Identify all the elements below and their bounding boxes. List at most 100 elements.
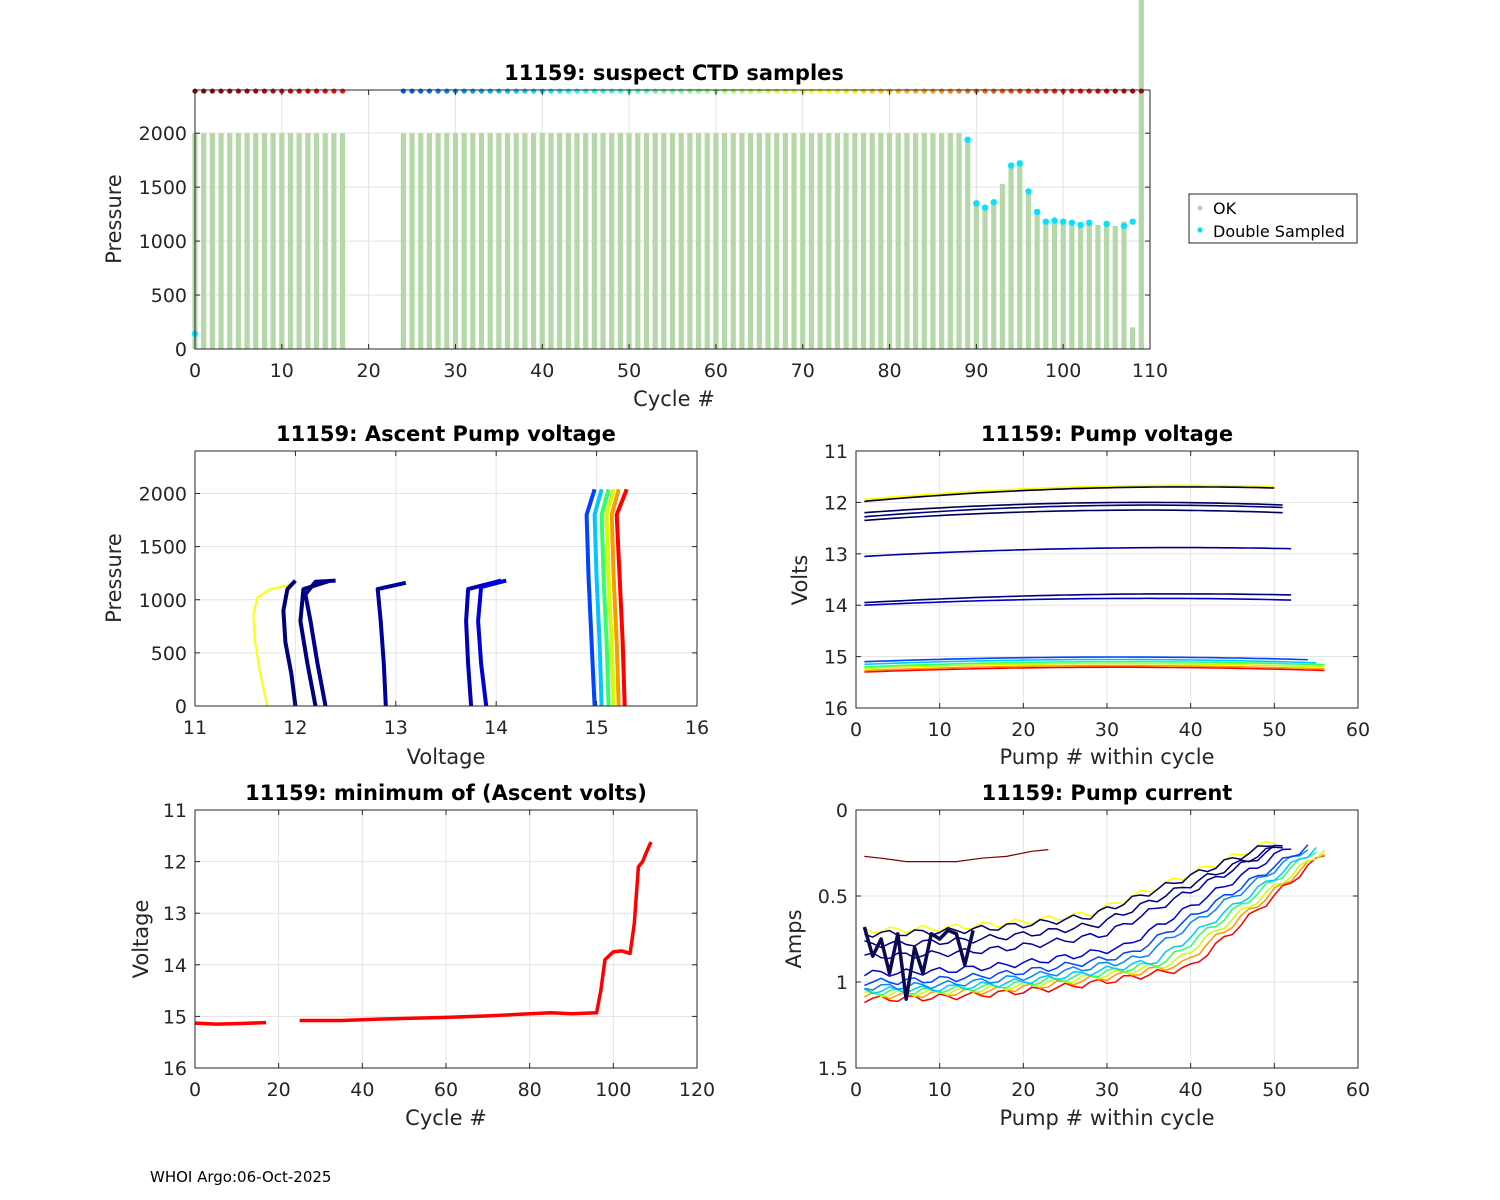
panel-suspect-ctd: 0 10 20 30 40 50 60 70 80 90 100 110 0 500 1000 1500 200… (102, 0, 1358, 411)
cycle-color-marker (522, 88, 528, 94)
p4-xtick-label: 60 (434, 1079, 458, 1101)
pump-current-series (864, 846, 1283, 949)
min-volts-line (299, 841, 653, 1023)
p1-xtick-label: 40 (530, 360, 554, 382)
legend-ok-label: OK (1213, 199, 1237, 218)
p2-ylabel: Pressure (102, 533, 126, 623)
cycle-color-marker (227, 88, 233, 94)
double-sampled-point (1016, 160, 1023, 167)
cycle-color-marker (860, 88, 867, 94)
p1-xtick-label: 60 (704, 360, 728, 382)
cycle-color-marker (817, 88, 823, 94)
cycle-color-marker (1103, 88, 1110, 94)
cycle-color-marker (895, 88, 901, 94)
cycle-color-marker (557, 88, 563, 94)
cycle-color-marker (834, 88, 841, 94)
p5-ylabel: Amps (782, 909, 806, 968)
pump-current-series (864, 849, 1326, 998)
p3-xtick-label: 60 (1346, 719, 1370, 741)
cycle-color-marker (591, 88, 597, 94)
footer-credit: WHOI Argo:06-Oct-2025 (150, 1168, 331, 1186)
pump-current-series (864, 844, 1283, 960)
p3-xtick-label: 40 (1179, 719, 1203, 741)
double-sampled-point (1103, 220, 1110, 228)
p3-xtick-label: 0 (850, 719, 862, 741)
p3-plot-area (864, 484, 1325, 673)
double-sampled-point (964, 136, 971, 143)
cycle-color-marker (1025, 88, 1032, 94)
double-sampled-point (1059, 218, 1067, 225)
cycle-color-marker (261, 88, 268, 94)
cycle-color-marker (565, 88, 571, 94)
pump-voltage-series (864, 546, 1292, 558)
pump-voltage-series (864, 656, 1308, 663)
pump-voltage-series (864, 486, 1275, 503)
cycle-color-marker (1017, 88, 1023, 94)
cycle-color-marker (869, 88, 875, 94)
p1-axes-frame (194, 89, 1151, 350)
p5-xtick-label: 40 (1179, 1079, 1203, 1101)
p1-ylabel: Pressure (102, 174, 126, 264)
p5-ytick-label: 0.5 (818, 886, 848, 908)
cycle-color-marker (669, 88, 676, 94)
p1-title: 11159: suspect CTD samples (504, 61, 844, 85)
cycle-color-marker (1121, 88, 1127, 94)
cycle-color-marker (218, 88, 224, 94)
p2-ticks: 11 12 13 14 15 16 0 500 1000 1500 2000 (139, 451, 709, 739)
p1-plot-area (191, 0, 1144, 349)
cycle-color-marker (999, 88, 1006, 94)
p2-xtick-label: 16 (685, 717, 709, 739)
p2-xlabel: Voltage (407, 745, 486, 769)
cycle-color-marker (1008, 88, 1014, 94)
cycle-color-marker (852, 88, 858, 94)
cycle-color-marker (513, 88, 519, 94)
p5-xtick-label: 0 (850, 1079, 862, 1101)
p1-xtick-label: 90 (964, 360, 988, 382)
p4-ytick-label: 11 (163, 800, 187, 822)
p4-xtick-label: 0 (189, 1079, 201, 1101)
pump-voltage-series (864, 593, 1292, 604)
cycle-color-marker (635, 88, 641, 94)
cycle-color-marker (313, 88, 320, 94)
p1-ytick-label: 0 (175, 339, 187, 361)
p3-ticks: 0 10 20 30 40 50 60 11 12 13 14 15 16 (824, 441, 1370, 741)
legend-box (1188, 193, 1358, 244)
double-sampled-point (973, 200, 980, 207)
p2-plot-area (252, 488, 629, 707)
double-sampled-point (1120, 222, 1128, 230)
pump-voltage-series (864, 597, 1292, 606)
pump-current-series (864, 849, 1309, 991)
p5-xtick-label: 60 (1346, 1079, 1370, 1101)
p4-ytick-label: 12 (163, 852, 187, 874)
p3-xtick-label: 20 (1011, 719, 1035, 741)
p4-xtick-label: 80 (518, 1079, 542, 1101)
cycle-color-marker (322, 88, 328, 94)
p4-ytick-label: 14 (163, 955, 187, 977)
double-sampled-point (1086, 219, 1093, 226)
cycle-color-marker (548, 88, 554, 94)
cycle-color-marker (1086, 88, 1092, 94)
pump-voltage-series (864, 509, 1283, 522)
pump-current-series (864, 851, 1317, 997)
cycle-color-marker (695, 88, 702, 94)
ascent-voltage-series (604, 488, 616, 707)
p2-axes-frame (194, 450, 698, 707)
cycle-color-marker (305, 88, 311, 94)
p5-ytick-label: 1 (836, 972, 848, 994)
double-sampled-point (1025, 188, 1032, 195)
cycle-color-marker (530, 88, 537, 94)
cycle-color-marker (435, 88, 441, 94)
cycle-color-marker (253, 88, 259, 94)
panel-pump-current: 0 10 20 30 40 50 60 0 0.5 1 1.5 11159: Pump curren… (782, 781, 1370, 1130)
p4-title: 11159: minimum of (Ascent volts) (245, 781, 647, 805)
pump-current-series (864, 855, 1325, 1004)
cycle-color-marker (270, 88, 276, 94)
p4-ytick-label: 13 (163, 903, 187, 925)
ascent-voltage-series (599, 488, 611, 707)
p4-xtick-label: 120 (679, 1079, 715, 1101)
pump-voltage-series (864, 504, 1283, 518)
p4-ylabel: Voltage (129, 900, 153, 979)
cycle-color-marker (921, 88, 927, 94)
p2-ytick-label: 2000 (139, 484, 187, 506)
cycle-color-marker (1130, 88, 1136, 94)
